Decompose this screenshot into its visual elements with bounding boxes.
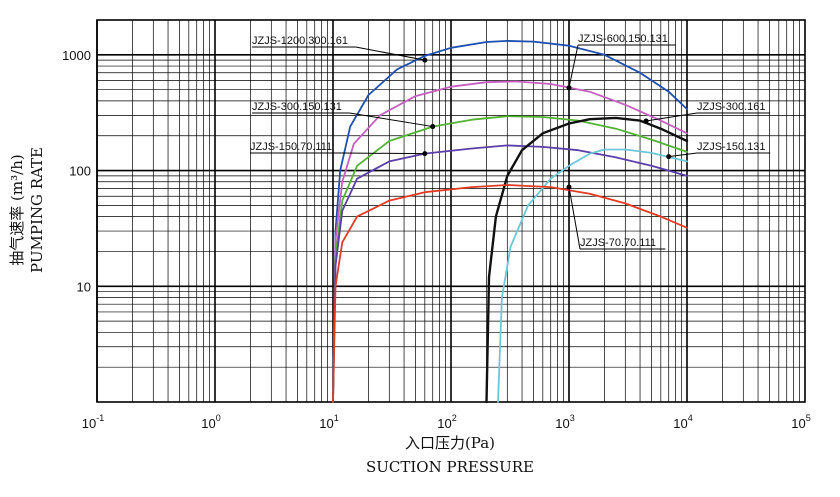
label-leader-line bbox=[668, 152, 698, 158]
series-line bbox=[485, 116, 689, 404]
x-tick-label: 103 bbox=[555, 413, 574, 431]
series-line bbox=[332, 80, 688, 403]
x-tick-label: 104 bbox=[673, 413, 692, 431]
label-arrowhead bbox=[422, 57, 428, 63]
series-line bbox=[332, 184, 688, 403]
label-arrowhead bbox=[666, 154, 672, 160]
label-leader-line bbox=[568, 44, 579, 88]
x-tick-label: 105 bbox=[791, 413, 810, 431]
series-line bbox=[497, 148, 688, 403]
label-arrowhead bbox=[422, 151, 428, 157]
label-arrowhead bbox=[430, 124, 436, 130]
label-leader-line bbox=[568, 186, 581, 250]
x-axis-title-cn: 入口压力(Pa) bbox=[405, 434, 495, 452]
y-tick-label: 10 bbox=[77, 279, 91, 294]
y-axis-title-en: PUMPING RATE bbox=[28, 147, 46, 273]
series-line bbox=[332, 144, 688, 403]
series-lines bbox=[332, 40, 689, 404]
x-axis-title-en: SUCTION PRESSURE bbox=[366, 458, 534, 476]
series-label: JZJS-300.150.131 bbox=[252, 101, 342, 113]
label-arrowhead bbox=[643, 118, 649, 124]
y-tick-label: 1000 bbox=[62, 48, 91, 63]
series-line bbox=[332, 115, 688, 403]
x-tick-label: 101 bbox=[319, 413, 338, 431]
series-label: JZJS-150.70.111 bbox=[250, 141, 332, 153]
plot-frame bbox=[96, 19, 806, 403]
label-leader-line bbox=[349, 112, 433, 128]
series-label: JZJS-70.70.111 bbox=[580, 237, 656, 249]
series-labels: JZJS-1200.300.161 JZJS-600.150.131 JZJS-30… bbox=[250, 33, 771, 250]
x-tick-label: 10-1 bbox=[82, 413, 104, 431]
y-axis-title-cn: 抽气速率 (m³/h) bbox=[8, 154, 26, 265]
tick-labels: 10-1 100 101 102 103 104 105 10 100 1000 bbox=[62, 48, 811, 431]
label-arrowhead bbox=[566, 85, 572, 91]
x-tick-label: 100 bbox=[201, 413, 220, 431]
label-leader-line bbox=[341, 152, 425, 155]
x-tick-label: 102 bbox=[437, 413, 456, 431]
label-leader-line bbox=[646, 112, 698, 122]
y-tick-label: 100 bbox=[69, 164, 91, 179]
series-line bbox=[332, 40, 688, 403]
label-arrowhead bbox=[566, 184, 572, 190]
series-label: JZJS-1200.300.161 bbox=[252, 35, 348, 47]
series-label: JZJS-150.131 bbox=[697, 141, 765, 153]
label-leader-line bbox=[355, 46, 425, 61]
series-label: JZJS-300.161 bbox=[697, 101, 765, 113]
series-label: JZJS-600.150.131 bbox=[578, 33, 668, 45]
grid bbox=[96, 19, 806, 403]
